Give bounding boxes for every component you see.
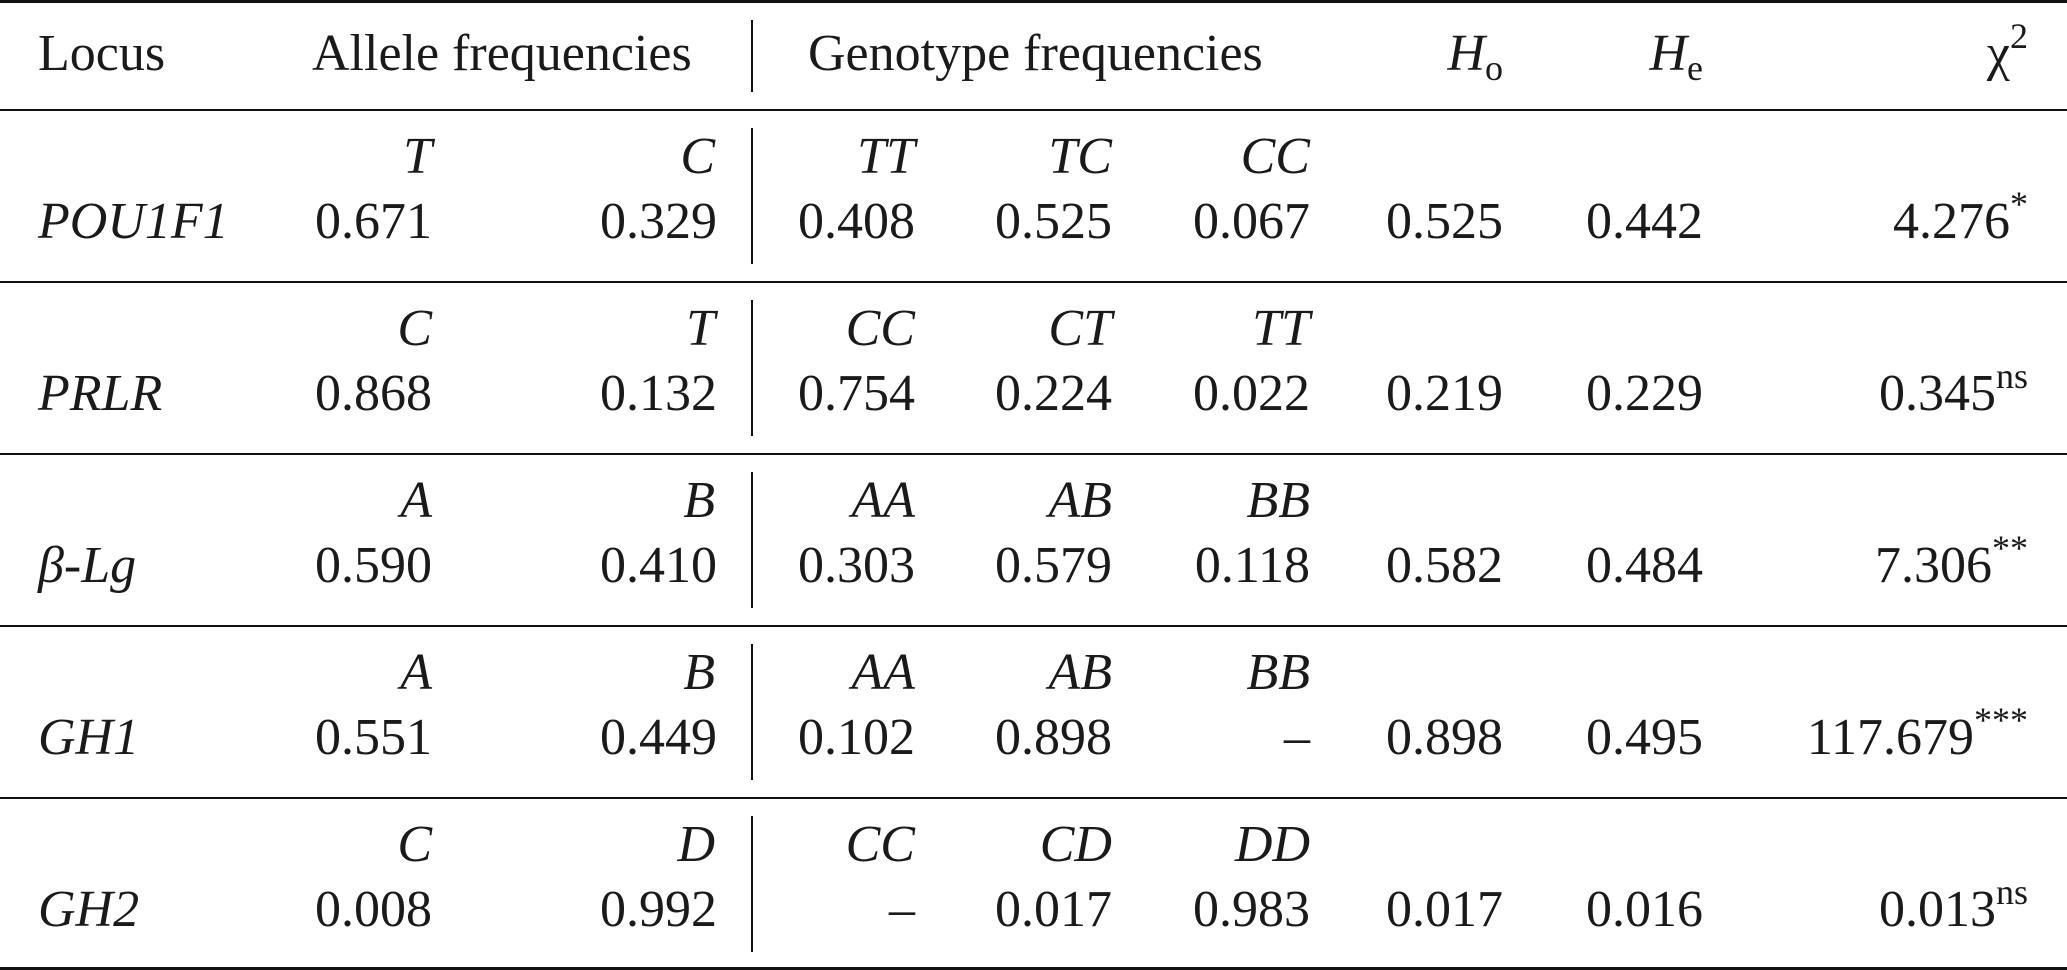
- allele-symbol: T: [403, 128, 432, 185]
- table-bottom-rule: [0, 967, 2067, 970]
- locus-name: POU1F1: [38, 193, 229, 250]
- genotype-frequency: 0.303: [798, 537, 915, 594]
- genotype-symbol: TC: [1048, 128, 1112, 185]
- significance-marker: ***: [1974, 700, 2028, 740]
- allele-frequency: 0.868: [315, 365, 432, 422]
- significance-marker: ns: [1995, 872, 2028, 912]
- genotype-frequency: 0.102: [798, 709, 915, 766]
- chi-square-number: 4.276: [1893, 193, 2010, 250]
- genotype-frequency: –: [1284, 709, 1310, 766]
- header-allele-frequencies: Allele frequencies: [312, 25, 692, 82]
- expected-heterozygosity: 0.442: [1586, 193, 1703, 250]
- genotype-symbol: AB: [1048, 644, 1112, 701]
- chi-square-value: 0.013ns: [1750, 874, 2028, 940]
- allele-symbol: C: [397, 816, 432, 873]
- expected-heterozygosity: 0.016: [1586, 881, 1703, 938]
- genotype-symbol: CT: [1048, 300, 1112, 357]
- significance-marker: **: [1992, 528, 2028, 568]
- observed-heterozygosity: 0.017: [1386, 881, 1503, 938]
- row-column-separator: [751, 300, 753, 436]
- chi-square-value: 0.345ns: [1750, 358, 2028, 424]
- genotype-frequency: 0.579: [995, 537, 1112, 594]
- row-divider: [0, 281, 2067, 283]
- row-divider: [0, 797, 2067, 799]
- genotype-symbol: DD: [1234, 816, 1310, 873]
- genotype-symbol: BB: [1246, 644, 1310, 701]
- row-column-separator: [751, 472, 753, 608]
- chi-square-number: 0.345: [1878, 365, 1996, 422]
- allele-symbol: A: [400, 644, 432, 701]
- genotype-symbol: CD: [1039, 816, 1112, 873]
- allele-symbol: D: [677, 816, 715, 873]
- significance-marker: ns: [1995, 356, 2028, 396]
- table-top-rule: [0, 0, 2067, 3]
- genotype-symbol: TT: [1252, 300, 1310, 357]
- chi-square-number: 0.013: [1878, 881, 1996, 938]
- row-column-separator: [751, 816, 753, 952]
- genotype-frequency: 0.022: [1193, 365, 1310, 422]
- observed-heterozygosity: 0.582: [1386, 537, 1503, 594]
- genotype-symbol: AA: [851, 644, 915, 701]
- genotype-frequency: 0.118: [1194, 537, 1310, 594]
- genotype-symbol: TT: [857, 128, 915, 185]
- row-column-separator: [751, 128, 753, 264]
- allele-frequency: 0.992: [600, 881, 717, 938]
- genotype-frequency: 0.983: [1193, 881, 1310, 938]
- genotype-frequency: 0.067: [1193, 193, 1310, 250]
- chi-square-number: 117.679: [1806, 709, 1974, 766]
- locus-name: PRLR: [38, 365, 163, 422]
- observed-heterozygosity: 0.898: [1386, 709, 1503, 766]
- chi-square-value: 117.679***: [1750, 702, 2028, 768]
- header-bottom-rule: [0, 109, 2067, 111]
- expected-heterozygosity: 0.484: [1586, 537, 1703, 594]
- genotype-frequency: 0.017: [995, 881, 1112, 938]
- row-divider: [0, 625, 2067, 627]
- genotype-frequency: 0.408: [798, 193, 915, 250]
- header-column-separator: [751, 20, 753, 92]
- genotype-symbol: CC: [845, 816, 915, 873]
- header-locus: Locus: [38, 25, 166, 82]
- allele-frequency: 0.008: [315, 881, 432, 938]
- observed-heterozygosity: 0.219: [1386, 365, 1503, 422]
- genotype-symbol: AB: [1048, 472, 1112, 529]
- allele-symbol: B: [683, 644, 715, 701]
- chi-square-number: 7.306: [1875, 537, 1992, 594]
- allele-symbol: B: [683, 472, 715, 529]
- chi-square-value: 4.276*: [1750, 186, 2028, 252]
- allele-symbol: C: [680, 128, 715, 185]
- header-ho: Ho: [1447, 25, 1503, 88]
- allele-frequency: 0.410: [600, 537, 717, 594]
- expected-heterozygosity: 0.229: [1586, 365, 1703, 422]
- observed-heterozygosity: 0.525: [1386, 193, 1503, 250]
- header-he: He: [1649, 25, 1703, 88]
- allele-symbol: A: [400, 472, 432, 529]
- genotype-symbol: AA: [851, 472, 915, 529]
- genotype-frequency: 0.898: [995, 709, 1112, 766]
- genotype-symbol: BB: [1246, 472, 1310, 529]
- allele-symbol: T: [686, 300, 715, 357]
- allele-symbol: C: [397, 300, 432, 357]
- genotype-frequency: 0.754: [798, 365, 915, 422]
- genotype-symbol: CC: [1240, 128, 1310, 185]
- genotype-symbol: CC: [845, 300, 915, 357]
- allele-frequency: 0.551: [315, 709, 432, 766]
- row-divider: [0, 453, 2067, 455]
- allele-frequency: 0.671: [315, 193, 432, 250]
- genotype-frequency: –: [889, 881, 915, 938]
- row-column-separator: [751, 644, 753, 780]
- allele-frequency: 0.449: [600, 709, 717, 766]
- expected-heterozygosity: 0.495: [1586, 709, 1703, 766]
- significance-marker: *: [2010, 184, 2028, 224]
- genotype-frequency: 0.525: [995, 193, 1112, 250]
- locus-name: GH1: [38, 709, 140, 766]
- allele-frequency: 0.132: [600, 365, 717, 422]
- allele-frequency: 0.590: [315, 537, 432, 594]
- locus-name: GH2: [38, 881, 140, 938]
- header-genotype-frequencies: Genotype frequencies: [808, 25, 1263, 82]
- allele-frequency: 0.329: [600, 193, 717, 250]
- locus-name: β-Lg: [38, 537, 137, 594]
- header-chi-square: χ2: [1986, 16, 2028, 82]
- chi-square-value: 7.306**: [1750, 530, 2028, 596]
- genotype-frequency: 0.224: [995, 365, 1112, 422]
